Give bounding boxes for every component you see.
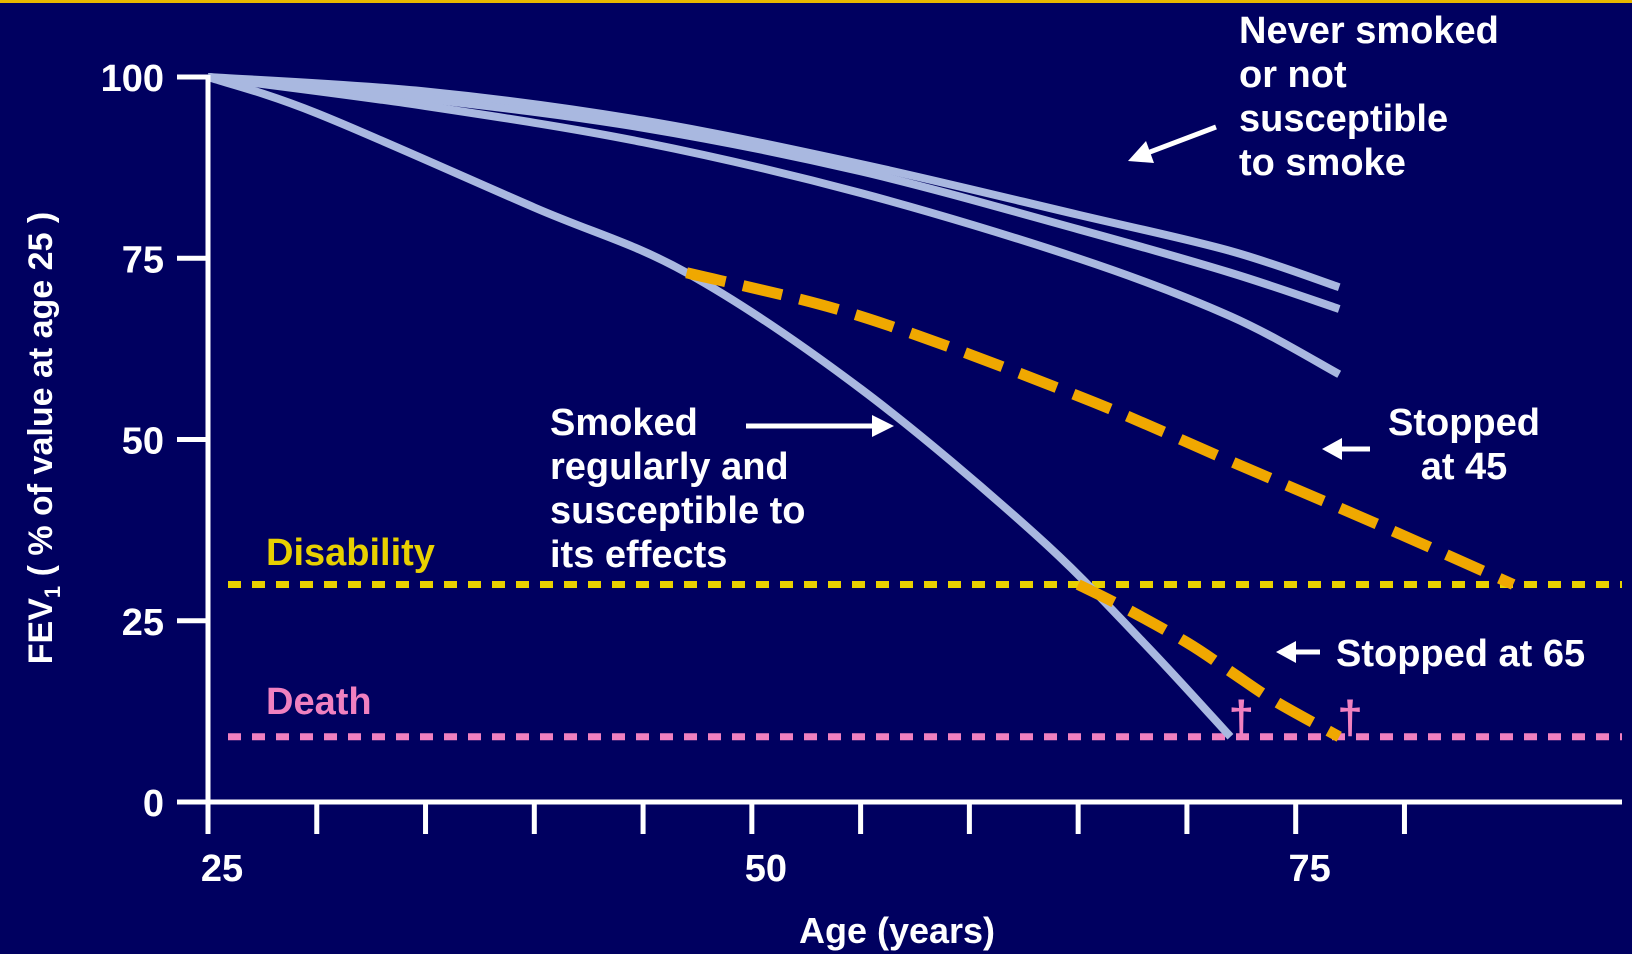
x-axis-label: Age (years)	[799, 910, 995, 951]
y-axis-label: FEV1 ( % of value at age 25 )	[22, 212, 65, 665]
never-smoked-annotation: Never smoked or not susceptible to smoke	[1128, 10, 1499, 184]
stopped-45-line-2: at 45	[1421, 446, 1508, 488]
stopped-65-arrow-icon	[1276, 641, 1320, 663]
smoked-regularly-line-1: Smoked	[550, 402, 698, 444]
stopped-45-line-1: Stopped	[1388, 402, 1540, 444]
stopped-45-annotation: Stopped at 45	[1322, 402, 1540, 488]
y-tick-label: 100	[101, 58, 164, 100]
x-tick-label: 50	[745, 848, 787, 890]
y-tick-label: 50	[122, 421, 164, 463]
smoked-regularly-line-2: regularly and	[550, 446, 789, 488]
death-label: Death	[266, 681, 372, 723]
y-tick-label: 75	[122, 239, 164, 281]
y-tick-label: 0	[143, 783, 164, 825]
series-line-5	[685, 267, 1516, 590]
death-dagger-marker: †	[1229, 691, 1255, 743]
y-tick-label: 25	[122, 602, 164, 644]
x-tick-label: 25	[201, 848, 243, 890]
stopped-65-annotation: Stopped at 65	[1276, 633, 1585, 675]
y-axis-label-main: FEV	[22, 598, 60, 664]
threshold-lines	[228, 581, 1622, 741]
death-dagger-marker: †	[1337, 691, 1363, 743]
axis-ticks: 25 50 75 0 25 50 75 100	[101, 58, 1407, 890]
series-lines	[206, 73, 1516, 742]
never-smoked-line-3: susceptible	[1239, 98, 1448, 140]
series-line-2	[207, 73, 1341, 313]
never-smoked-line-4: to smoke	[1239, 142, 1406, 184]
never-smoked-arrow-icon	[1128, 124, 1217, 163]
death-markers: † †	[1229, 691, 1363, 743]
disability-label: Disability	[266, 532, 435, 574]
y-axis-label-rest: ( % of value at age 25 )	[22, 212, 60, 586]
series-line-6	[1075, 579, 1342, 742]
y-axis-label-subscript: 1	[40, 586, 65, 598]
series-line-4	[206, 73, 1234, 740]
never-smoked-line-1: Never smoked	[1239, 10, 1499, 52]
smoked-regularly-line-4: its effects	[550, 534, 727, 576]
never-smoked-line-2: or not	[1239, 54, 1347, 96]
x-tick-label: 75	[1289, 848, 1331, 890]
stopped-45-arrow-icon	[1322, 438, 1370, 460]
smoked-regularly-line-3: susceptible to	[550, 490, 806, 532]
series-line-3	[207, 73, 1342, 378]
stopped-65-label: Stopped at 65	[1336, 633, 1585, 675]
series-line-1	[207, 73, 1341, 292]
smoked-regularly-annotation: Smoked regularly and susceptible to its …	[550, 402, 894, 576]
smoked-regularly-arrow-icon	[746, 415, 894, 437]
